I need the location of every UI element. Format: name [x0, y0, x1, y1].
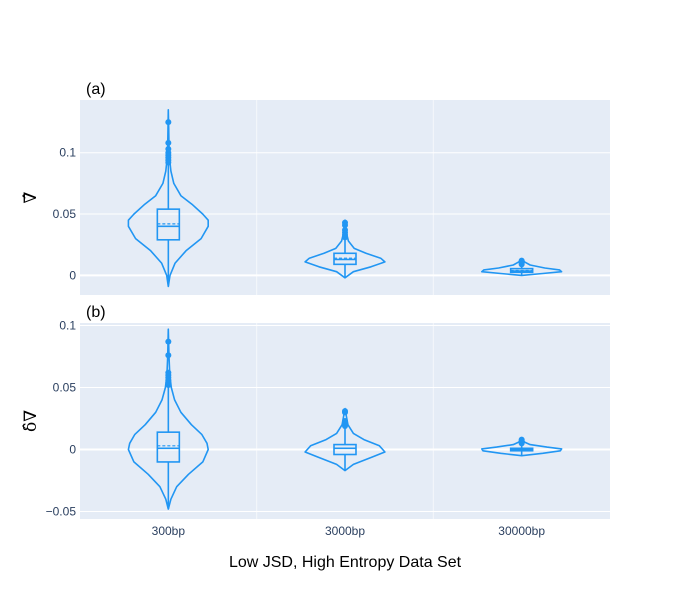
violin-3000bp [304, 219, 386, 279]
box [156, 208, 181, 241]
y-tick-label: 0.1 [59, 146, 76, 160]
y-tick-label: 0.05 [53, 207, 77, 221]
outlier-point [342, 227, 348, 233]
outlier-point [165, 338, 172, 345]
x-tick-label: 3000bp [325, 524, 365, 538]
y-tick-label: 0.05 [53, 381, 77, 395]
violin-30000bp [480, 257, 563, 277]
panel-b: −0.05 0 0.05 0.1 (b) δ̂∇ 300bp 3000bp 30000bp [21, 304, 610, 538]
box [156, 431, 181, 463]
y-axis-title: ∇̂ [21, 191, 41, 203]
outlier-point [518, 436, 525, 443]
outlier-point [165, 139, 172, 146]
box [333, 443, 357, 456]
x-axis-title: Low JSD, High Entropy Data Set [229, 554, 462, 571]
panel-label: (a) [86, 81, 106, 98]
violin-30000bp [480, 436, 563, 457]
violin-300bp [127, 109, 209, 288]
violin-3000bp [304, 407, 386, 472]
outlier-point [165, 119, 172, 126]
y-tick-label: −0.05 [46, 505, 77, 519]
x-tick-label: 300bp [152, 524, 186, 538]
violin-shape [127, 328, 209, 510]
outlier-point [342, 418, 348, 424]
outlier-point [342, 408, 348, 415]
outlier-point [518, 257, 525, 264]
violin-shape [127, 109, 209, 288]
y-axis-title: δ̂∇ [21, 410, 41, 432]
outlier-point [165, 146, 172, 153]
panel-label: (b) [86, 304, 106, 321]
x-tick-label: 30000bp [498, 524, 545, 538]
y-tick-label: 0.1 [59, 318, 76, 332]
violin-300bp [127, 328, 209, 510]
panel-a: 0 0.05 0.1 (a) ∇̂ [21, 81, 610, 295]
y-tick-label: 0 [69, 268, 76, 282]
outlier-point [342, 219, 348, 226]
outlier-point [165, 352, 172, 359]
outlier-point [165, 369, 172, 376]
y-tick-label: 0 [69, 443, 76, 457]
